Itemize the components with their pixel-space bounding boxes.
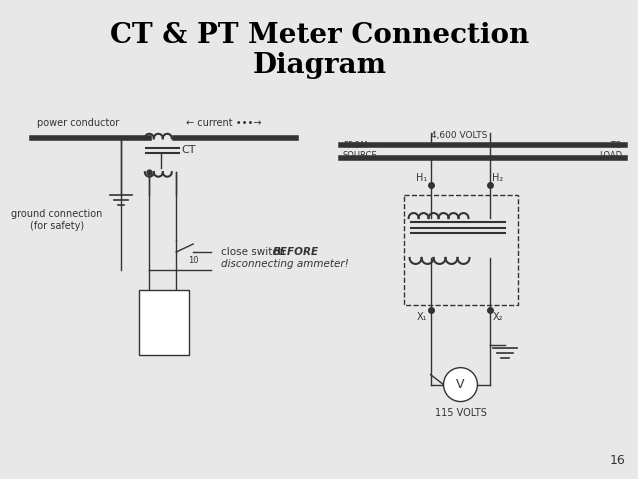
Text: CT & PT Meter Connection: CT & PT Meter Connection <box>110 22 530 49</box>
Text: H₁: H₁ <box>417 173 427 183</box>
Text: V: V <box>456 378 464 391</box>
Text: X₂: X₂ <box>493 312 503 322</box>
Text: disconnecting ammeter!: disconnecting ammeter! <box>221 259 349 269</box>
Text: close switch: close switch <box>221 247 288 257</box>
Bar <box>404 195 518 305</box>
Text: H₂: H₂ <box>493 173 503 183</box>
Text: Diagram: Diagram <box>253 52 387 79</box>
Circle shape <box>443 368 477 401</box>
Text: ground connection
(for safety): ground connection (for safety) <box>11 209 102 231</box>
Text: TO
LOAD: TO LOAD <box>599 140 622 160</box>
Text: 4,600 VOLTS: 4,600 VOLTS <box>431 131 487 140</box>
Text: CT: CT <box>181 145 196 155</box>
Text: 115 VOLTS: 115 VOLTS <box>434 408 486 418</box>
Text: X₁: X₁ <box>417 312 427 322</box>
Text: BEFORE: BEFORE <box>273 247 319 257</box>
Bar <box>139 290 189 354</box>
Text: ← current •••→: ← current •••→ <box>186 118 262 128</box>
Text: FROM
SOURCE: FROM SOURCE <box>343 140 378 160</box>
Text: 16: 16 <box>609 455 625 468</box>
Text: 10: 10 <box>188 256 198 265</box>
Text: power conductor: power conductor <box>36 118 119 128</box>
